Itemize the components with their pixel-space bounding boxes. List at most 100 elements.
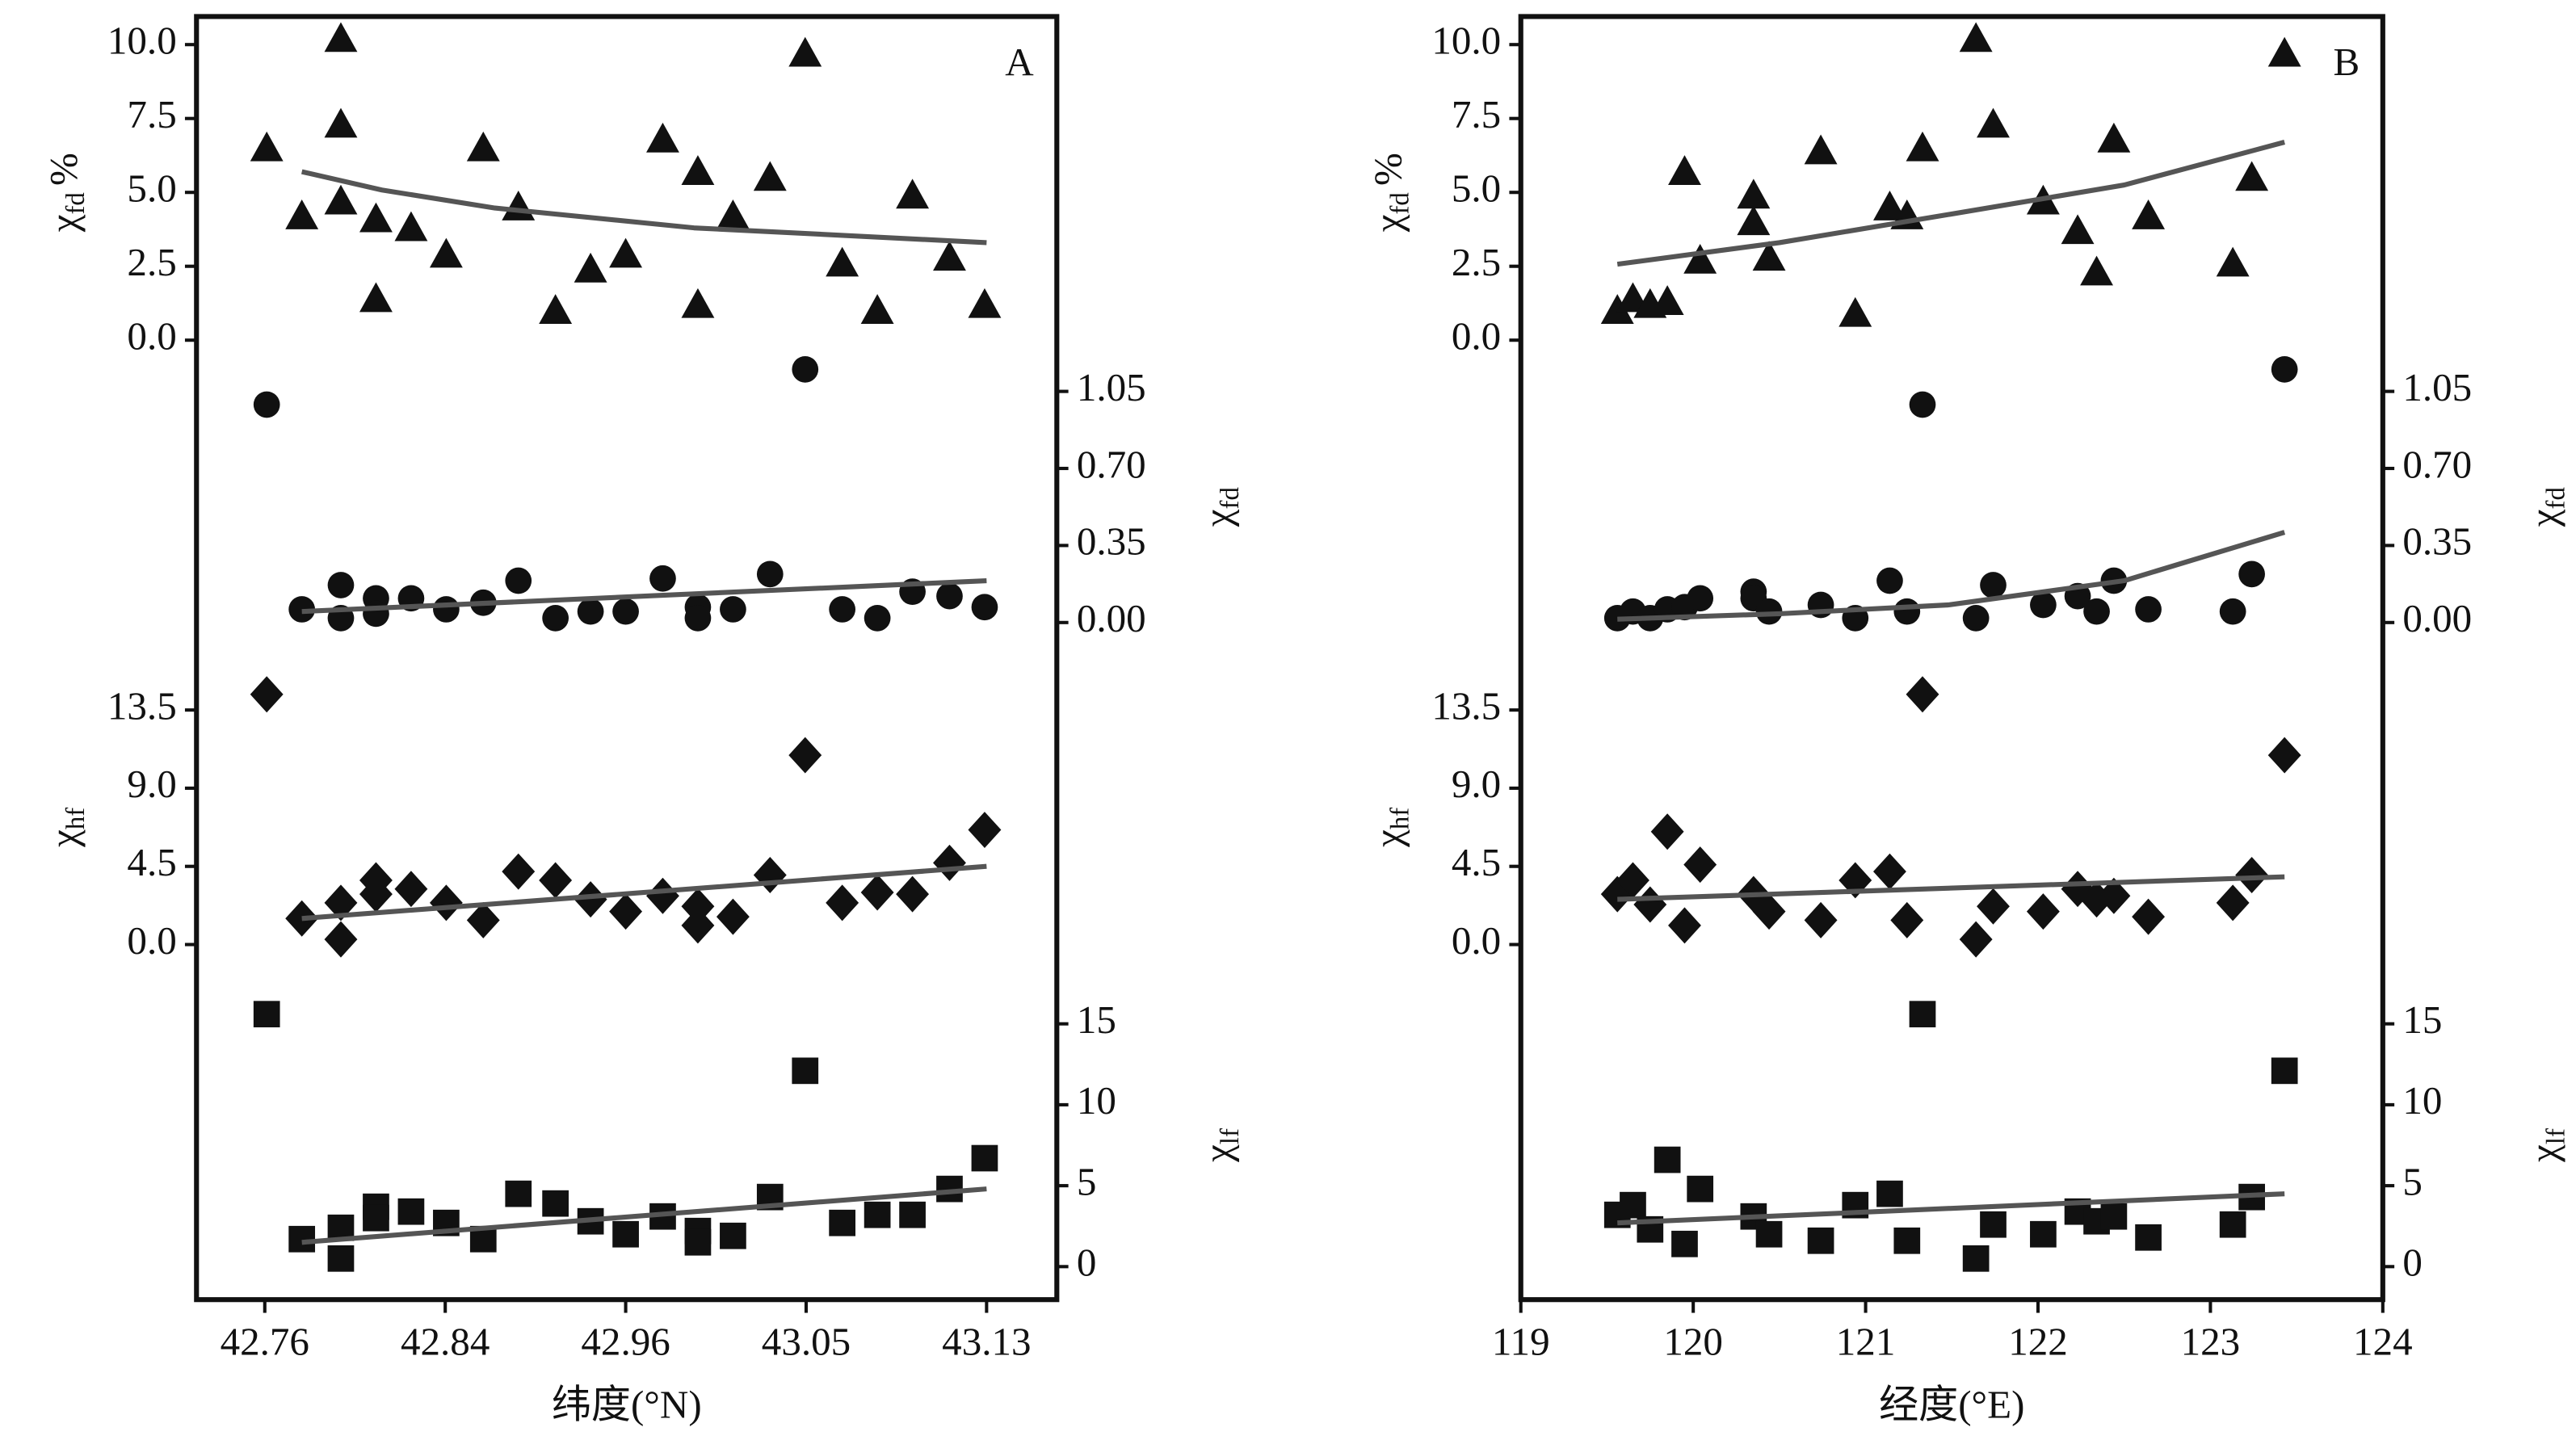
- circle-marker: [2219, 598, 2246, 625]
- triangle-marker: [646, 122, 679, 153]
- diamond-marker: [2132, 898, 2166, 935]
- square-marker: [542, 1190, 569, 1217]
- circle-marker: [1980, 572, 2007, 598]
- panel-label: A: [1005, 40, 1034, 84]
- triangle-marker: [968, 288, 1002, 318]
- square-marker: [792, 1057, 819, 1085]
- triangle-marker: [2216, 246, 2250, 277]
- square-marker: [1687, 1175, 1714, 1203]
- diamond-marker: [1668, 907, 1701, 944]
- square-marker: [253, 1001, 280, 1028]
- triangle-marker: [1737, 205, 1771, 236]
- triangle-marker: [826, 246, 859, 277]
- y-tick-label: 15: [2402, 997, 2442, 1042]
- y-tick-label: 0.00: [2402, 596, 2472, 640]
- square-marker: [971, 1144, 998, 1172]
- y-tick-label: 0.0: [1452, 313, 1501, 358]
- square-marker: [829, 1209, 856, 1236]
- y-tick-label: 0.35: [1077, 519, 1146, 564]
- triangle-marker: [359, 202, 393, 233]
- fit-curve: [301, 863, 987, 922]
- circle-marker: [577, 598, 604, 625]
- square-marker: [2135, 1224, 2162, 1251]
- x-tick-label: 123: [2181, 1320, 2241, 1364]
- diamond-marker: [1616, 862, 1649, 899]
- circle-marker: [433, 596, 460, 623]
- circle-marker: [1962, 604, 1990, 632]
- square-marker: [1876, 1180, 1903, 1207]
- triangle-marker: [324, 184, 358, 215]
- axis-subscript: fd: [1215, 487, 1244, 509]
- diamond-marker: [1890, 901, 1924, 938]
- axis-symbol: χ: [2522, 1144, 2566, 1163]
- square-marker: [397, 1198, 425, 1225]
- fit-curve: [1617, 874, 2285, 902]
- circle-marker: [684, 604, 712, 632]
- axis-symbol: χ: [1366, 829, 1410, 848]
- circle-marker: [2030, 591, 2057, 619]
- square-marker: [288, 1225, 316, 1253]
- circle-marker: [327, 572, 355, 598]
- diamond-marker: [933, 844, 966, 881]
- y-tick-label: 0.35: [2402, 519, 2472, 564]
- diamond-marker: [250, 676, 284, 713]
- diamond-marker: [359, 875, 393, 913]
- axis-symbol: χ: [1366, 214, 1410, 233]
- diamond-marker: [1804, 901, 1838, 938]
- triangle-marker: [2097, 122, 2131, 153]
- square-marker: [1909, 1001, 1936, 1028]
- y-axis-title: χfd: [2522, 487, 2570, 527]
- axis-subscript: lf: [2541, 1128, 2570, 1144]
- circle-marker: [1876, 567, 1903, 594]
- y-tick-label: 0.00: [1077, 596, 1146, 640]
- triangle-marker: [933, 241, 966, 271]
- triangle-marker: [1752, 241, 1786, 271]
- square-marker: [1654, 1146, 1681, 1173]
- diamond-marker: [324, 884, 358, 922]
- triangle-marker: [466, 131, 500, 162]
- diamond-marker: [681, 907, 715, 944]
- axis-subscript: fd: [2541, 487, 2570, 509]
- y-tick-label: 0.0: [127, 918, 176, 963]
- triangle-marker: [1737, 178, 1771, 209]
- x-tick-label: 43.13: [942, 1320, 1031, 1364]
- square-marker: [1671, 1230, 1698, 1257]
- axis-subscript: fd: [1385, 192, 1414, 214]
- y-tick-label: 4.5: [1452, 840, 1501, 884]
- diamond-marker: [681, 888, 715, 925]
- diamond-marker: [826, 884, 859, 922]
- circle-marker: [505, 567, 532, 594]
- y-tick-label: 0: [1077, 1241, 1097, 1285]
- square-marker: [720, 1222, 746, 1249]
- circle-marker: [1909, 391, 1936, 418]
- axis-subscript: hf: [61, 808, 90, 829]
- axis-subscript: fd: [61, 192, 90, 214]
- diamond-marker: [2026, 893, 2060, 930]
- fit-curve: [1616, 140, 2285, 267]
- diamond-marker: [2267, 737, 2301, 774]
- triangle-marker: [285, 199, 319, 229]
- axis-subscript: hf: [1385, 808, 1414, 829]
- y-tick-label: 5.0: [1452, 166, 1501, 210]
- diamond-marker: [1633, 886, 1667, 923]
- diamond-marker: [968, 812, 1002, 849]
- x-tick-label: 122: [2008, 1320, 2068, 1364]
- circle-marker: [792, 356, 819, 383]
- triangle-marker: [1668, 155, 1701, 185]
- y-tick-label: 10: [1077, 1078, 1116, 1123]
- triangle-marker: [896, 178, 930, 209]
- triangle-marker: [1977, 107, 2010, 138]
- panel-label: B: [2333, 40, 2360, 84]
- y-tick-label: 0: [2402, 1241, 2423, 1285]
- triangle-marker: [324, 22, 358, 52]
- diamond-marker: [539, 862, 573, 899]
- triangle-marker: [1838, 296, 1872, 327]
- y-axis-title: χfd: [1196, 487, 1244, 527]
- x-tick-label: 42.84: [401, 1320, 490, 1364]
- circle-marker: [936, 582, 963, 610]
- square-marker: [684, 1228, 712, 1256]
- y-axis-title: χhf: [41, 808, 90, 848]
- circle-marker: [649, 565, 676, 592]
- y-tick-label: 7.5: [127, 92, 176, 136]
